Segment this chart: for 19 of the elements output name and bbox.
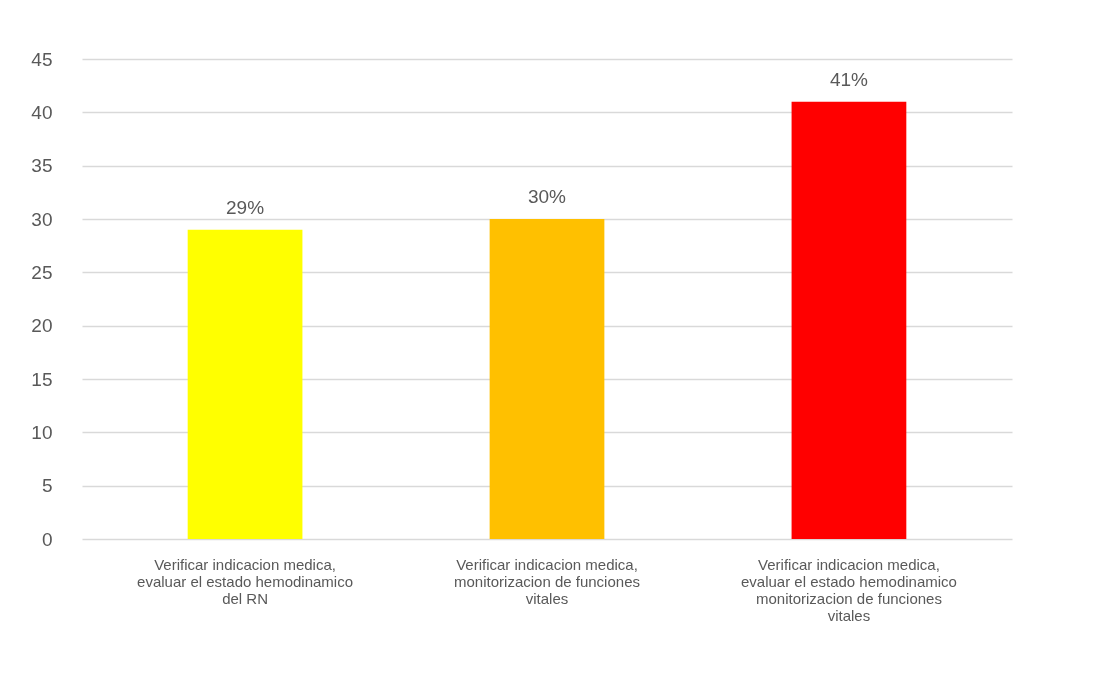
y-tick-label: 10 <box>31 421 53 443</box>
bar <box>187 229 303 539</box>
y-tick-label: 30 <box>31 208 53 230</box>
bar <box>791 101 907 539</box>
x-tick-label: Verificar indicacion medica, monitorizacion de funciones vitales <box>454 555 640 607</box>
y-tick-label: 40 <box>31 101 53 123</box>
y-tick-label: 45 <box>31 48 53 70</box>
data-label: 30% <box>527 186 567 207</box>
y-tick-label: 35 <box>31 155 53 177</box>
x-tick-label: Verificar indicacion medica, evaluar el estado hemodinamico del RN <box>137 555 354 607</box>
y-tick-label: 0 <box>41 528 53 550</box>
x-tick-label: Verificar indicacion medica, evaluar el estado hemodinamico monitorizacion de funciones vitales <box>740 555 957 624</box>
y-tick-label: 15 <box>31 368 53 390</box>
y-tick-label: 20 <box>31 315 53 337</box>
bar <box>489 219 605 539</box>
y-tick-label: 25 <box>31 261 53 283</box>
data-label: 41% <box>829 68 869 90</box>
y-tick-label: 5 <box>41 475 53 497</box>
data-label: 29% <box>226 196 265 218</box>
